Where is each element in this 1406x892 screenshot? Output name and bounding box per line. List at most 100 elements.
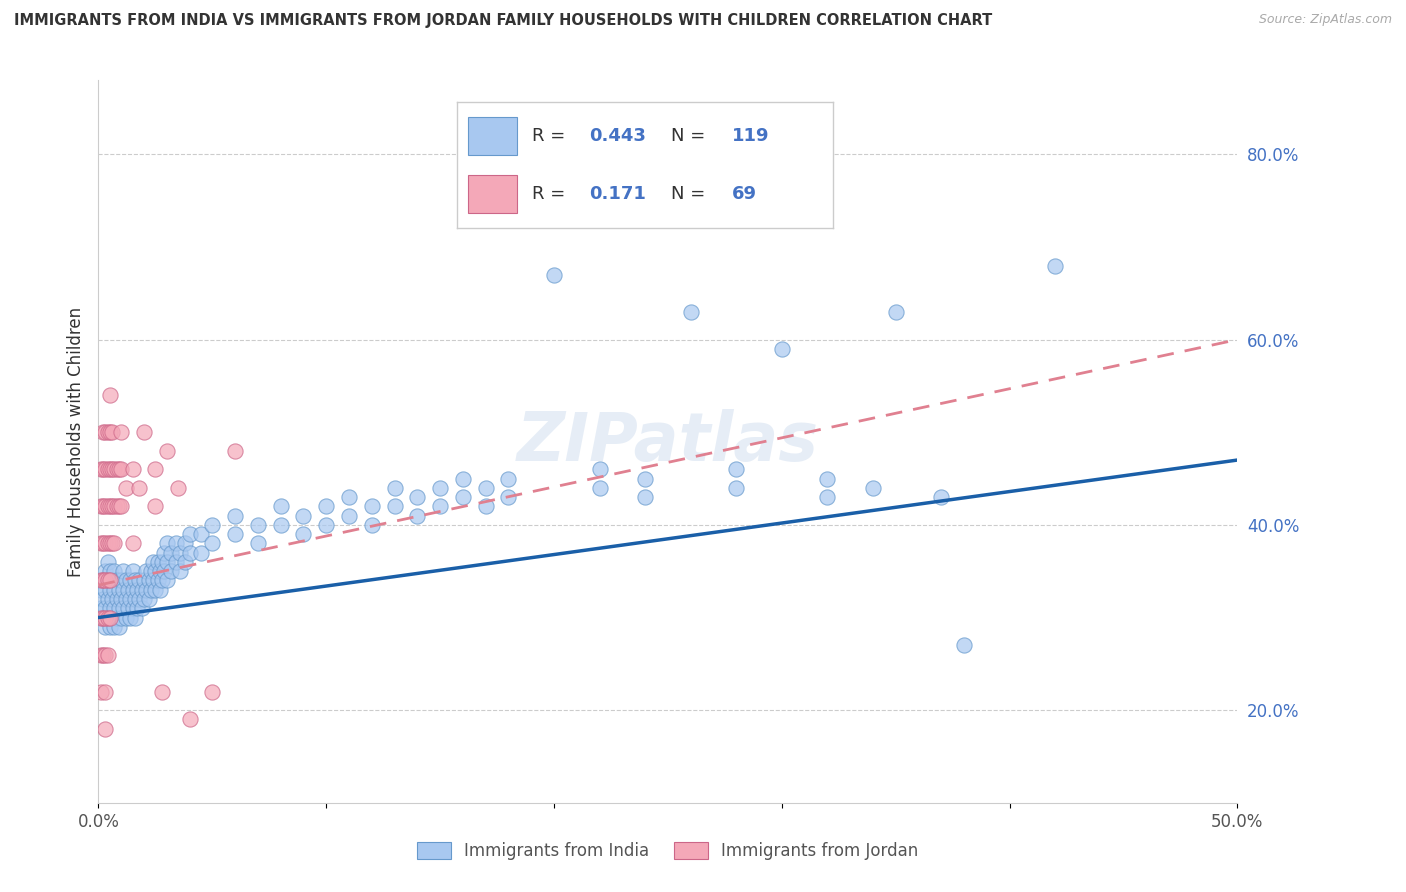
Point	[94, 425, 117, 440]
Point	[108, 601, 131, 615]
Point	[94, 610, 117, 624]
Point	[862, 481, 884, 495]
Point	[406, 508, 429, 523]
Point	[96, 610, 118, 624]
Point	[91, 648, 114, 662]
Point	[94, 564, 117, 578]
Point	[110, 610, 132, 624]
Point	[270, 500, 292, 514]
Point	[105, 462, 128, 476]
Point	[112, 582, 135, 597]
Point	[114, 592, 136, 607]
Point	[142, 555, 165, 569]
Point	[884, 305, 907, 319]
Legend: Immigrants from India, Immigrants from Jordan: Immigrants from India, Immigrants from J…	[411, 835, 925, 867]
Point	[103, 582, 125, 597]
Point	[679, 305, 702, 319]
Point	[138, 592, 160, 607]
Point	[128, 481, 150, 495]
Point	[96, 536, 118, 550]
Point	[91, 425, 114, 440]
Point	[101, 500, 124, 514]
Point	[101, 462, 124, 476]
Point	[98, 610, 121, 624]
Point	[117, 601, 139, 615]
Point	[179, 527, 201, 541]
Point	[145, 564, 167, 578]
Point	[90, 601, 112, 615]
Point	[127, 582, 149, 597]
Point	[179, 546, 201, 560]
Point	[725, 481, 748, 495]
Point	[145, 582, 167, 597]
Point	[103, 564, 125, 578]
Point	[105, 500, 128, 514]
Point	[101, 592, 124, 607]
Point	[146, 555, 169, 569]
Point	[96, 592, 118, 607]
Point	[451, 490, 474, 504]
Point	[94, 462, 117, 476]
Point	[128, 592, 150, 607]
Point	[156, 574, 179, 588]
Point	[360, 517, 382, 532]
Point	[146, 574, 169, 588]
Point	[98, 536, 121, 550]
Point	[498, 490, 520, 504]
Point	[150, 555, 173, 569]
Point	[149, 564, 172, 578]
Point	[543, 268, 565, 282]
Point	[94, 582, 117, 597]
Point	[103, 500, 125, 514]
Point	[91, 462, 114, 476]
Point	[98, 582, 121, 597]
Point	[94, 500, 117, 514]
Point	[135, 582, 157, 597]
Point	[246, 536, 269, 550]
Point	[121, 582, 143, 597]
Point	[149, 582, 172, 597]
Point	[121, 462, 143, 476]
Point	[770, 342, 793, 356]
Point	[246, 517, 269, 532]
Point	[94, 574, 117, 588]
Y-axis label: Family Households with Children: Family Households with Children	[66, 307, 84, 576]
Point	[190, 546, 212, 560]
Point	[725, 462, 748, 476]
Point	[337, 490, 360, 504]
Point	[337, 508, 360, 523]
Point	[96, 574, 118, 588]
Point	[94, 722, 117, 736]
Point	[110, 462, 132, 476]
Point	[96, 500, 118, 514]
Point	[114, 610, 136, 624]
Point	[110, 500, 132, 514]
Point	[315, 517, 337, 532]
Point	[98, 388, 121, 402]
Point	[103, 620, 125, 634]
Point	[190, 527, 212, 541]
Point	[150, 574, 173, 588]
Point	[139, 564, 162, 578]
Point	[94, 648, 117, 662]
Point	[167, 481, 190, 495]
Point	[1043, 259, 1066, 273]
Point	[634, 472, 657, 486]
Point	[96, 425, 118, 440]
Point	[98, 462, 121, 476]
Point	[101, 536, 124, 550]
Point	[90, 500, 112, 514]
Point	[174, 536, 197, 550]
Point	[292, 508, 315, 523]
Point	[112, 601, 135, 615]
Point	[270, 517, 292, 532]
Point	[224, 508, 246, 523]
Point	[101, 425, 124, 440]
Point	[101, 610, 124, 624]
Point	[96, 574, 118, 588]
Point	[201, 684, 224, 698]
Point	[815, 472, 838, 486]
Point	[98, 425, 121, 440]
Point	[929, 490, 952, 504]
Point	[153, 564, 176, 578]
